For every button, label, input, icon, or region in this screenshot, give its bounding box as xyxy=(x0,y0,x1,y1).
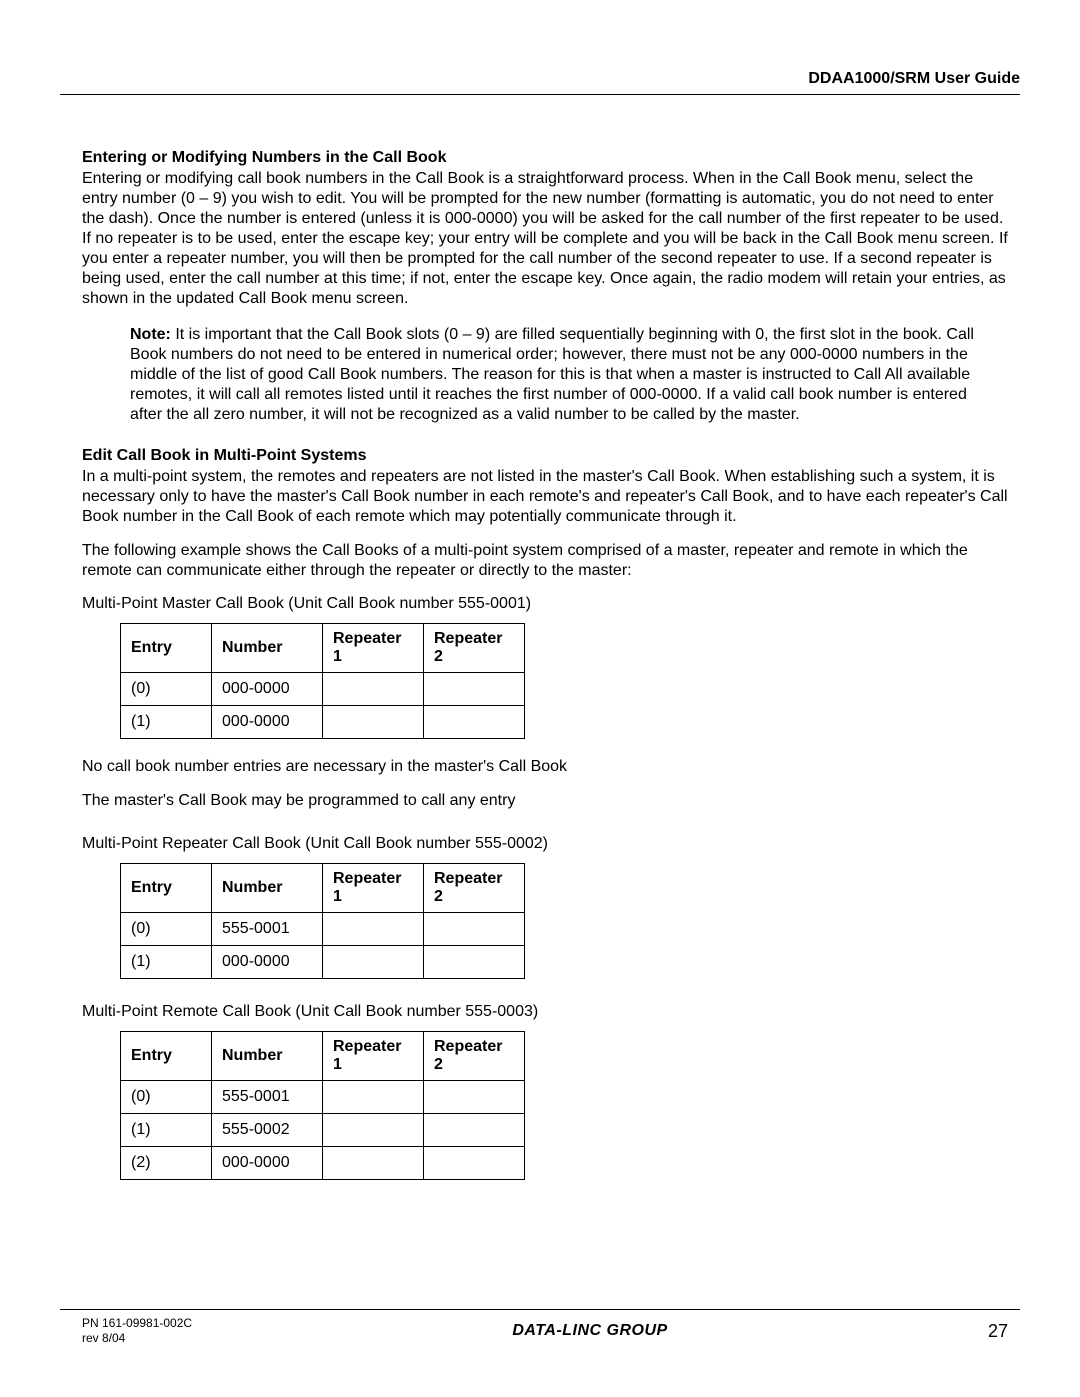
table-header-entry: Entry xyxy=(121,864,212,913)
cell-number: 000-0000 xyxy=(212,673,323,706)
table1-after2: The master's Call Book may be programmed… xyxy=(82,791,1010,811)
section-heading-edit: Edit Call Book in Multi-Point Systems xyxy=(82,447,1010,465)
table-row: (2) 000-0000 xyxy=(121,1147,525,1180)
table-row: (0) 000-0000 xyxy=(121,673,525,706)
page-footer: PN 161-09981-002C rev 8/04 DATA-LINC GRO… xyxy=(60,1309,1020,1347)
cell-number: 000-0000 xyxy=(212,946,323,979)
table1-after1: No call book number entries are necessar… xyxy=(82,757,1010,777)
footer-page-number: 27 xyxy=(988,1321,1020,1342)
cell-number: 555-0002 xyxy=(212,1114,323,1147)
cell-rep2 xyxy=(424,673,525,706)
table-master-callbook: Entry Number Repeater 1 Repeater 2 (0) 0… xyxy=(120,623,525,739)
cell-rep2 xyxy=(424,913,525,946)
cell-entry: (1) xyxy=(121,946,212,979)
cell-entry: (1) xyxy=(121,1114,212,1147)
table-header-entry: Entry xyxy=(121,1032,212,1081)
table-header-rep2: Repeater 2 xyxy=(424,1032,525,1081)
cell-entry: (2) xyxy=(121,1147,212,1180)
table-repeater-callbook: Entry Number Repeater 1 Repeater 2 (0) 5… xyxy=(120,863,525,979)
cell-rep2 xyxy=(424,946,525,979)
table-row: (1) 000-0000 xyxy=(121,946,525,979)
cell-rep2 xyxy=(424,1114,525,1147)
table-remote-callbook: Entry Number Repeater 1 Repeater 2 (0) 5… xyxy=(120,1031,525,1180)
table-header-rep2: Repeater 2 xyxy=(424,864,525,913)
document-page: DDAA1000/SRM User Guide Entering or Modi… xyxy=(0,0,1080,1397)
section2-para1: In a multi-point system, the remotes and… xyxy=(82,467,1010,527)
note-text: It is important that the Call Book slots… xyxy=(130,326,974,423)
table-header-rep1: Repeater 1 xyxy=(323,1032,424,1081)
cell-number: 555-0001 xyxy=(212,1081,323,1114)
cell-entry: (1) xyxy=(121,706,212,739)
cell-rep1 xyxy=(323,913,424,946)
cell-rep1 xyxy=(323,1081,424,1114)
cell-rep1 xyxy=(323,673,424,706)
table-row: (1) 555-0002 xyxy=(121,1114,525,1147)
cell-rep1 xyxy=(323,1114,424,1147)
footer-left: PN 161-09981-002C rev 8/04 xyxy=(60,1316,192,1347)
table-header-rep1: Repeater 1 xyxy=(323,624,424,673)
section2-para2: The following example shows the Call Boo… xyxy=(82,541,1010,581)
table-header-rep1: Repeater 1 xyxy=(323,864,424,913)
cell-rep1 xyxy=(323,1147,424,1180)
table-header-rep2: Repeater 2 xyxy=(424,624,525,673)
note-label: Note: xyxy=(130,326,171,343)
table1-caption: Multi-Point Master Call Book (Unit Call … xyxy=(82,595,1010,613)
footer-pn: PN 161-09981-002C xyxy=(82,1316,192,1332)
cell-rep1 xyxy=(323,706,424,739)
cell-rep1 xyxy=(323,946,424,979)
table-header-number: Number xyxy=(212,1032,323,1081)
footer-rev: rev 8/04 xyxy=(82,1331,192,1347)
table-row: (0) 555-0001 xyxy=(121,1081,525,1114)
page-header: DDAA1000/SRM User Guide xyxy=(60,70,1020,95)
cell-number: 555-0001 xyxy=(212,913,323,946)
cell-rep2 xyxy=(424,1081,525,1114)
cell-entry: (0) xyxy=(121,913,212,946)
cell-number: 000-0000 xyxy=(212,706,323,739)
doc-title: DDAA1000/SRM User Guide xyxy=(808,70,1020,87)
table-header-number: Number xyxy=(212,864,323,913)
cell-rep2 xyxy=(424,706,525,739)
table-row: (1) 000-0000 xyxy=(121,706,525,739)
footer-company: DATA-LINC GROUP xyxy=(192,1322,988,1340)
table2-caption: Multi-Point Repeater Call Book (Unit Cal… xyxy=(82,835,1010,853)
section1-paragraph: Entering or modifying call book numbers … xyxy=(82,169,1010,309)
cell-entry: (0) xyxy=(121,1081,212,1114)
section-heading-entering: Entering or Modifying Numbers in the Cal… xyxy=(82,149,1010,167)
note-block: Note: It is important that the Call Book… xyxy=(130,325,1000,425)
cell-rep2 xyxy=(424,1147,525,1180)
table-row: (0) 555-0001 xyxy=(121,913,525,946)
table-header-entry: Entry xyxy=(121,624,212,673)
table3-caption: Multi-Point Remote Call Book (Unit Call … xyxy=(82,1003,1010,1021)
table-header-number: Number xyxy=(212,624,323,673)
page-content: Entering or Modifying Numbers in the Cal… xyxy=(60,149,1020,1180)
cell-entry: (0) xyxy=(121,673,212,706)
cell-number: 000-0000 xyxy=(212,1147,323,1180)
